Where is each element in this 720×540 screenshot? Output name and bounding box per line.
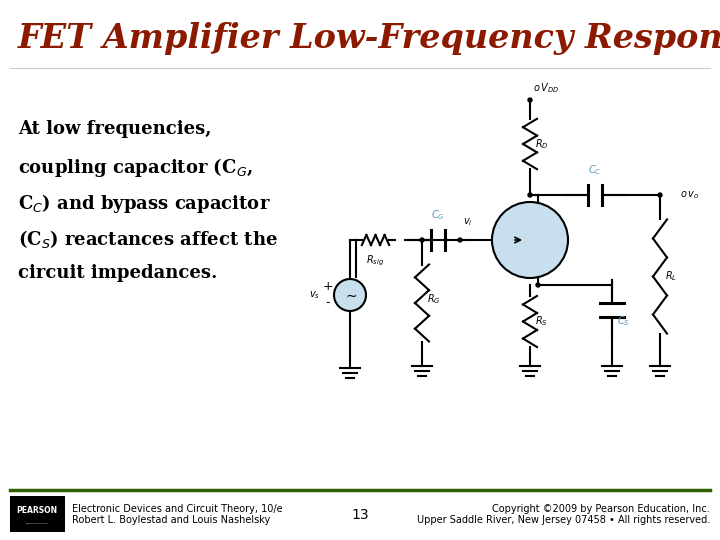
Text: $R_D$: $R_D$ [535,137,549,151]
Text: (C$_{S}$) reactances affect the: (C$_{S}$) reactances affect the [18,228,278,250]
Circle shape [528,193,532,197]
Text: $R_L$: $R_L$ [665,269,677,284]
Text: PEARSON: PEARSON [17,506,58,515]
Text: $C_S$: $C_S$ [617,315,630,328]
Circle shape [420,238,424,242]
Text: Electronic Devices and Circuit Theory, 10/e: Electronic Devices and Circuit Theory, 1… [72,504,283,514]
Text: FET Amplifier Low-Frequency Response: FET Amplifier Low-Frequency Response [18,22,720,55]
Text: -: - [325,296,330,309]
Text: $R_G$: $R_G$ [427,292,441,306]
Text: $o\,v_o$: $o\,v_o$ [680,189,699,201]
Text: ___________: ___________ [25,520,49,524]
Text: +: + [323,280,333,294]
Circle shape [458,238,462,242]
Text: $o\,V_{DD}$: $o\,V_{DD}$ [533,81,559,95]
Text: $v_s$: $v_s$ [309,289,320,301]
Text: At low frequencies,: At low frequencies, [18,120,212,138]
Text: $\sim$: $\sim$ [343,288,357,302]
Text: coupling capacitor (C$_{G}$,: coupling capacitor (C$_{G}$, [18,156,253,179]
Circle shape [536,283,540,287]
Circle shape [492,202,568,278]
Text: $R_S$: $R_S$ [535,315,548,328]
Circle shape [334,279,366,311]
Circle shape [658,193,662,197]
Text: Robert L. Boylestad and Louis Nashelsky: Robert L. Boylestad and Louis Nashelsky [72,515,270,525]
Text: $R_{sig}$: $R_{sig}$ [366,254,384,268]
Circle shape [528,98,532,102]
Text: $C_G$: $C_G$ [431,208,445,222]
FancyBboxPatch shape [10,496,65,532]
Text: C$_{C}$) and bypass capacitor: C$_{C}$) and bypass capacitor [18,192,271,215]
Text: 13: 13 [351,508,369,522]
Text: circuit impedances.: circuit impedances. [18,264,217,282]
Text: $C_C$: $C_C$ [588,163,602,177]
Text: Copyright ©2009 by Pearson Education, Inc.: Copyright ©2009 by Pearson Education, In… [492,504,710,514]
Text: $v_i$: $v_i$ [463,216,472,228]
Text: Upper Saddle River, New Jersey 07458 • All rights reserved.: Upper Saddle River, New Jersey 07458 • A… [417,515,710,525]
